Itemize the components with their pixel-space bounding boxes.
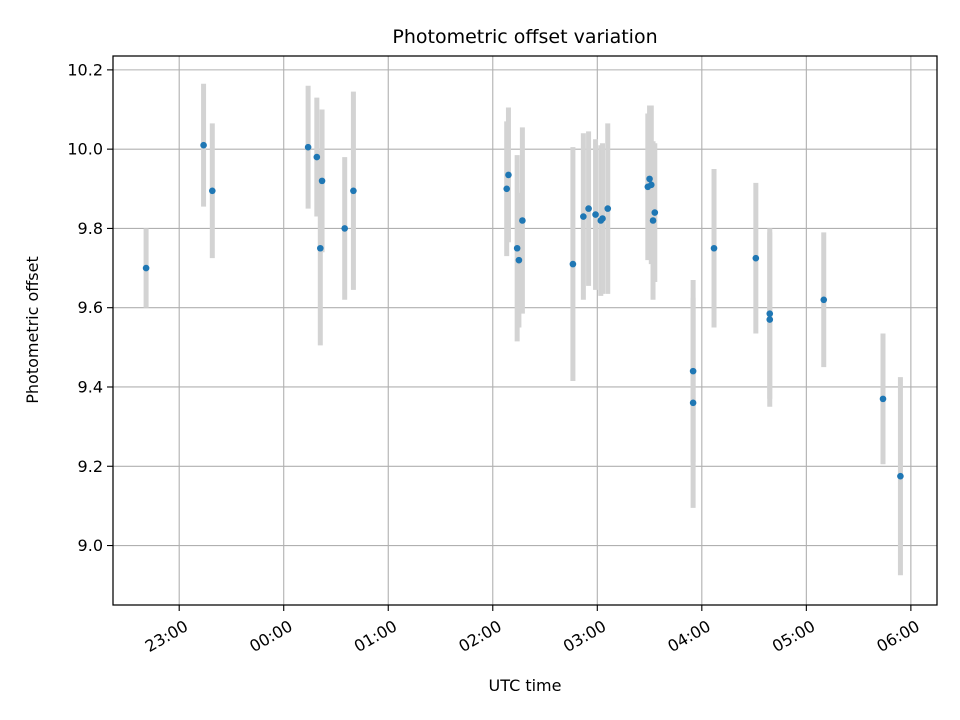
data-point	[505, 171, 512, 179]
data-points	[142, 141, 904, 480]
data-point	[651, 209, 659, 216]
y-tick-label: 9.6	[78, 298, 103, 317]
data-point	[766, 310, 774, 317]
data-point	[341, 225, 348, 232]
data-point	[648, 181, 655, 189]
data-point	[752, 254, 760, 262]
data-point	[580, 213, 587, 220]
x-tick-label: 04:00	[664, 616, 713, 656]
data-point	[350, 187, 357, 195]
y-tick-label: 9.8	[78, 219, 103, 238]
data-point	[649, 217, 657, 224]
data-point	[569, 260, 577, 268]
y-tick-label: 9.2	[78, 457, 103, 476]
data-point	[766, 316, 774, 323]
y-axis-ticks: 9.0 9.2 9.4 9.6 9.8 10.0 10.2	[67, 60, 113, 555]
data-point	[585, 205, 592, 212]
data-point	[879, 395, 887, 403]
y-tick-label: 9.0	[78, 536, 103, 555]
data-point	[304, 143, 312, 151]
x-axis-ticks: 23:00 00:00 01:00 02:00 03:00 04:00 05:00 06:00	[142, 605, 923, 656]
data-point	[710, 244, 718, 252]
data-point	[513, 244, 521, 252]
data-point	[689, 367, 697, 375]
error-bars	[143, 83, 903, 576]
x-tick-label: 02:00	[455, 616, 504, 656]
chart-title: Photometric offset variation	[392, 26, 657, 48]
y-axis-label: Photometric offset	[23, 256, 42, 404]
data-point	[208, 187, 216, 195]
x-tick-label: 23:00	[142, 616, 191, 656]
y-tick-label: 9.4	[78, 377, 103, 396]
data-point	[515, 256, 523, 264]
y-tick-label: 10.2	[67, 60, 103, 79]
data-point	[592, 211, 599, 218]
data-point	[317, 244, 324, 252]
plot-frame	[112, 55, 938, 606]
data-point	[313, 153, 321, 161]
x-axis-label: UTC time	[489, 676, 562, 695]
y-tick-label: 10.0	[67, 140, 103, 159]
data-point	[142, 264, 150, 272]
data-point	[604, 205, 612, 212]
x-tick-label: 01:00	[351, 616, 400, 656]
data-point	[200, 141, 207, 149]
x-tick-label: 03:00	[560, 616, 609, 656]
data-point	[503, 185, 511, 193]
data-point	[897, 472, 904, 480]
data-point	[519, 217, 526, 224]
data-point	[646, 175, 653, 183]
x-tick-label: 06:00	[873, 616, 922, 656]
x-tick-label: 05:00	[769, 616, 818, 656]
data-point	[318, 177, 326, 185]
grid-lines	[113, 56, 937, 605]
data-point	[689, 399, 697, 407]
x-tick-label: 00:00	[246, 616, 295, 656]
data-point	[820, 296, 828, 304]
data-point	[599, 215, 606, 222]
